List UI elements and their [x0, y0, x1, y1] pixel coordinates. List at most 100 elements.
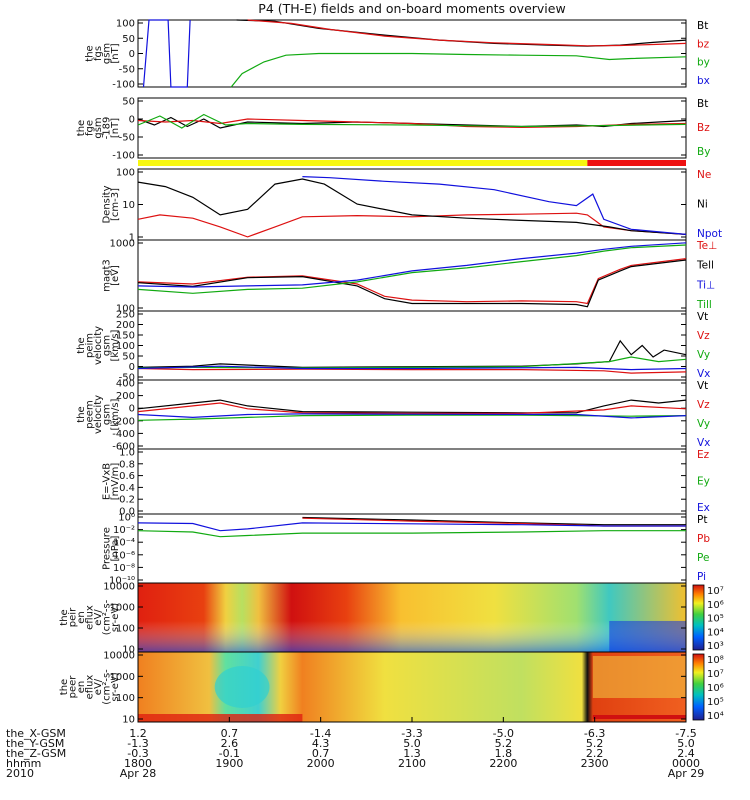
y-axis-label: the: [59, 609, 70, 625]
y-tick-label: 10: [122, 715, 135, 726]
y-axis-label: [mV/m]: [110, 463, 121, 501]
y-axis-label: [km/s]: [110, 398, 121, 430]
y-axis-label: gsm: [102, 335, 113, 356]
series-line-Ti⊥: [137, 242, 687, 288]
ephemeris-value: 5.0: [677, 737, 695, 750]
spectrogram-high-energy-band: [592, 656, 686, 698]
panel-frame: [137, 97, 687, 159]
spectrogram-low-energy-band: [138, 583, 686, 652]
y-axis-label: peem: [85, 400, 96, 428]
legend-entry: Ti⊥: [696, 279, 715, 291]
y-axis-label: velocity: [93, 395, 104, 434]
colorbar-tick-label: 10⁶: [707, 600, 724, 611]
y-tick-label: 0.2: [119, 495, 135, 506]
y-tick-label: 250: [116, 310, 135, 321]
y-axis-label: Density: [102, 185, 113, 223]
y-axis-label: [eV]: [110, 265, 121, 286]
colorbar-tick-label: 10⁶: [707, 683, 724, 694]
ephemeris-value: 2000: [307, 757, 335, 770]
legend-entry: Vy: [697, 349, 710, 361]
spectrogram-low-energy-band: [138, 714, 303, 722]
y-axis-label: peir: [68, 607, 79, 627]
legend-entry: bz: [697, 38, 710, 50]
ephemeris-value: 0000: [672, 757, 700, 770]
series-line-Vy: [137, 414, 687, 421]
ephemeris-row-label: the_Z-GSM: [6, 747, 66, 760]
panel-peir_spectrogram: 10⁷ 10⁶ 10⁵ 10⁴ 10³ 10000 1000 100 10 thepeirenef…: [59, 582, 724, 656]
ephemeris-value: -5.0: [493, 727, 514, 740]
y-tick-label: 10⁻²: [113, 525, 135, 536]
legend-entry: Ex: [697, 502, 710, 514]
y-tick-label: -400: [112, 429, 135, 440]
y-tick-label: 100: [116, 624, 135, 635]
series-line-bx: [142, 19, 191, 88]
legend-entry: Till: [696, 299, 712, 311]
ephemeris-row-label: 2010: [6, 767, 34, 780]
legend-entry: bx: [697, 75, 710, 87]
y-tick-label: 10⁻⁴: [113, 538, 135, 549]
y-axis-label: gsm: [93, 117, 104, 138]
y-axis-label: magt3: [102, 259, 113, 292]
series-line-Till: [137, 244, 687, 294]
legend-entry: Vy: [697, 418, 710, 430]
y-tick-label: 0.4: [119, 483, 135, 494]
legend-entry: Tell: [696, 260, 714, 272]
series-line-Vz: [137, 402, 687, 414]
y-tick-label: 0.0: [119, 507, 135, 518]
y-axis-label: E=-VxB: [102, 463, 113, 500]
y-tick-label: 0: [129, 115, 135, 126]
y-tick-label: 150: [116, 331, 135, 342]
y-tick-label: 0: [129, 404, 135, 415]
ephemeris-value: -7.5: [675, 727, 696, 740]
ephemeris-row-label: the_Y-GSM: [6, 737, 64, 750]
y-tick-label: 10000: [103, 582, 135, 593]
y-tick-label: 10⁻⁶: [113, 550, 135, 561]
y-axis-label: peer: [68, 675, 79, 699]
legend-entry: Vx: [697, 437, 710, 449]
ephemeris-value: 2100: [398, 757, 426, 770]
y-axis-label: en: [76, 611, 87, 624]
y-axis-label: Pressure: [102, 527, 113, 570]
legend-entry: By: [697, 146, 710, 158]
series-line-Tell: [137, 259, 687, 308]
spectrogram-noise-region: [609, 620, 686, 652]
ephemeris-value: 0.7: [312, 747, 330, 760]
ephemeris-value: 2.6: [221, 737, 239, 750]
ephemeris-value: 2.2: [586, 747, 604, 760]
y-tick-label: -50: [119, 64, 135, 75]
ephemeris-value: Apr 29: [668, 767, 705, 780]
y-tick-label: 100: [116, 19, 135, 30]
colorbar-tick-label: 10⁵: [707, 697, 724, 708]
orbit-bar-segment-0: [138, 160, 588, 166]
panel-frame: [137, 168, 687, 241]
y-axis-label: velocity: [93, 326, 104, 365]
ephemeris-value: 1900: [215, 757, 243, 770]
y-axis-label: the: [76, 337, 87, 353]
y-tick-label: 200: [116, 391, 135, 402]
y-tick-label: 1000: [110, 239, 135, 250]
y-tick-label: -50: [119, 373, 135, 384]
y-axis-label: eflux: [85, 675, 96, 700]
series-line-Ni: [137, 178, 687, 235]
y-tick-label: 10000: [103, 651, 135, 662]
series-line-Ne: [137, 212, 687, 238]
series-line-by: [230, 52, 687, 88]
colorbar-tick-label: 10⁴: [707, 627, 724, 638]
y-tick-label: 50: [122, 97, 135, 108]
y-tick-label: 50: [122, 352, 135, 363]
y-tick-label: 1: [129, 233, 135, 244]
ephemeris-value: -0.3: [127, 747, 148, 760]
y-tick-label: -50: [119, 133, 135, 144]
legend-entry: Ne: [697, 169, 711, 181]
y-tick-label: 0: [129, 362, 135, 373]
series-line-Te⊥: [137, 258, 687, 305]
colorbar-tick-label: 10⁴: [707, 711, 724, 722]
ephemeris-value: 2300: [581, 757, 609, 770]
y-tick-label: 1000: [110, 672, 135, 683]
ephemeris-value: 2.4: [677, 747, 695, 760]
legend-entry: Bt: [697, 98, 708, 110]
series-line-Pe: [137, 530, 686, 538]
ephemeris-value: -0.1: [219, 747, 240, 760]
